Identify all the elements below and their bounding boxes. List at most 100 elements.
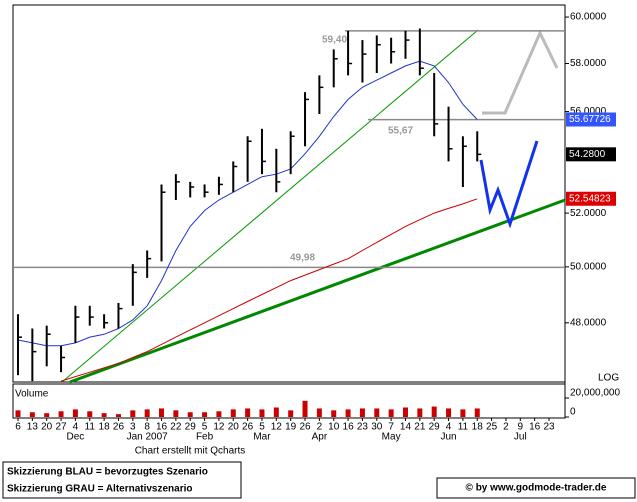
copyright: © by www.godmode-trader.de (466, 483, 607, 494)
x-tick-label: 12 (213, 422, 225, 433)
trend-line (69, 198, 566, 384)
x-tick-label: 11 (458, 422, 469, 433)
volume-bar (216, 411, 222, 417)
x-tick-label: 2 (317, 422, 323, 433)
volume-bar (288, 410, 294, 417)
x-tick-label: 5 (259, 422, 265, 433)
main-scenario (479, 140, 539, 229)
moving-average (17, 60, 478, 347)
volume-bar (302, 400, 308, 417)
x-tick-label: 25 (486, 422, 498, 433)
x-tick-label: 18 (99, 422, 111, 433)
x-tick-label: 29 (185, 422, 197, 433)
volume-bar (374, 408, 380, 417)
month-label: May (382, 432, 401, 443)
x-tick-label: 26 (113, 422, 125, 433)
volume-bar (460, 409, 466, 417)
volume-bar (202, 412, 208, 417)
volume-bar (187, 412, 193, 417)
x-tick-label: 20 (228, 422, 240, 433)
x-tick-label: 26 (242, 422, 254, 433)
x-tick-label: 23 (357, 422, 369, 433)
x-tick-label: 13 (27, 422, 39, 433)
volume-bar (417, 408, 423, 417)
volume-bar (388, 409, 394, 417)
volume-bar (29, 412, 35, 417)
last-value-box (566, 191, 616, 206)
month-label: Jun (440, 432, 456, 443)
x-tick-label: 16 (529, 422, 541, 433)
volume-tick-label: 0 (570, 407, 576, 418)
level-label: 49,98 (290, 253, 315, 264)
trend-line (61, 29, 479, 383)
x-tick-label: 7 (388, 422, 394, 433)
last-value-label: 52.54823 (569, 193, 611, 204)
credit: Chart erstellt mit Qcharts (135, 446, 246, 457)
month-label: Dec (67, 432, 85, 443)
x-tick-label: 2 (503, 422, 509, 433)
x-tick-label: 29 (429, 422, 441, 433)
month-label: Jul (514, 432, 527, 443)
last-value-box (566, 112, 616, 127)
volume-bar (359, 408, 365, 417)
moving-average (60, 198, 478, 382)
x-tick-label: 27 (55, 422, 67, 433)
level-label: 59,40 (322, 35, 347, 46)
month-label: Feb (196, 432, 214, 443)
month-label: Mar (253, 432, 271, 443)
volume-bar (87, 411, 93, 417)
x-tick-label: 9 (518, 422, 524, 433)
y-tick-label: 56.0000 (570, 106, 607, 117)
month-label: Jan 2007 (127, 432, 169, 443)
volume-bar (44, 413, 50, 417)
volume-bar (331, 410, 337, 417)
volume-bar (173, 410, 179, 417)
volume-bar (259, 409, 265, 417)
volume-bar (58, 411, 64, 417)
x-tick-label: 4 (446, 422, 452, 433)
volume-bar (72, 409, 78, 417)
x-tick-label: 23 (543, 422, 555, 433)
x-tick-label: 3 (130, 422, 136, 433)
x-tick-label: 16 (343, 422, 355, 433)
volume-bar (446, 408, 452, 417)
y-tick-label: 58.0000 (570, 58, 607, 69)
month-label: Apr (312, 432, 328, 443)
x-tick-label: 6 (15, 422, 21, 433)
volume-bar (230, 409, 236, 417)
y-tick-label: 52.0000 (570, 208, 607, 219)
x-tick-label: 11 (85, 422, 96, 433)
x-tick-label: 5 (202, 422, 208, 433)
x-tick-label: 12 (271, 422, 283, 433)
volume-tick-label: 20,000,000 (570, 388, 620, 399)
last-value-label: 54.2800 (569, 149, 606, 160)
scale-label: LOG (598, 373, 619, 384)
volume-bar (144, 409, 150, 417)
x-tick-label: 30 (371, 422, 383, 433)
y-tick-label: 48.0000 (570, 317, 607, 328)
copyright-box (436, 477, 636, 499)
last-value-box (566, 147, 616, 162)
x-tick-label: 26 (299, 422, 311, 433)
volume-bar (402, 407, 408, 417)
note: Skizzierung GRAU = Alternativszenario (7, 484, 193, 495)
volume-bar (474, 408, 480, 417)
level-label: 55,67 (388, 126, 413, 137)
x-tick-label: 18 (472, 422, 484, 433)
volume-bar (130, 410, 136, 417)
volume-bar (273, 407, 279, 417)
x-tick-label: 20 (41, 422, 53, 433)
volume-bar (15, 410, 21, 417)
x-tick-label: 4 (73, 422, 79, 433)
volume-bar (316, 408, 322, 417)
y-tick-label: 60.0000 (570, 12, 607, 23)
x-tick-label: 14 (400, 422, 412, 433)
note: Skizzierung BLAU = bevorzugtes Szenario (7, 467, 208, 478)
volume-label: Volume (15, 389, 49, 400)
last-value-label: 55.67726 (569, 114, 611, 125)
x-tick-label: 21 (414, 422, 426, 433)
x-tick-label: 16 (156, 422, 168, 433)
volume-bar (159, 408, 165, 417)
price-frame (12, 4, 566, 383)
